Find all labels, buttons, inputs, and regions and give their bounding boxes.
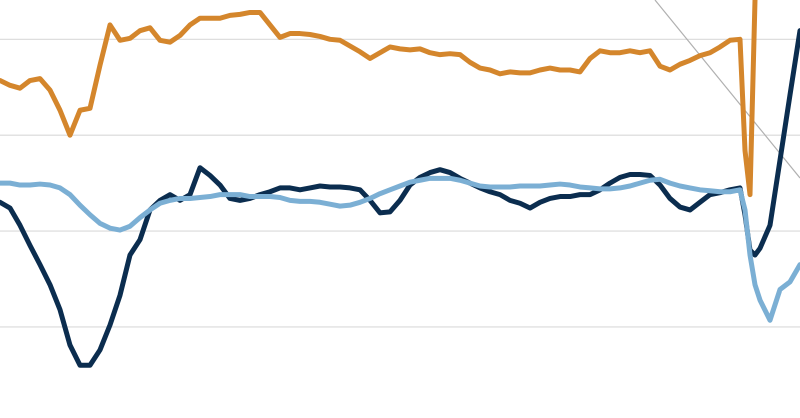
series-line [0,28,800,368]
grid [0,38,800,328]
series-line [0,0,758,198]
lines [0,0,800,368]
reference-line [654,0,800,179]
series-line [0,175,800,323]
